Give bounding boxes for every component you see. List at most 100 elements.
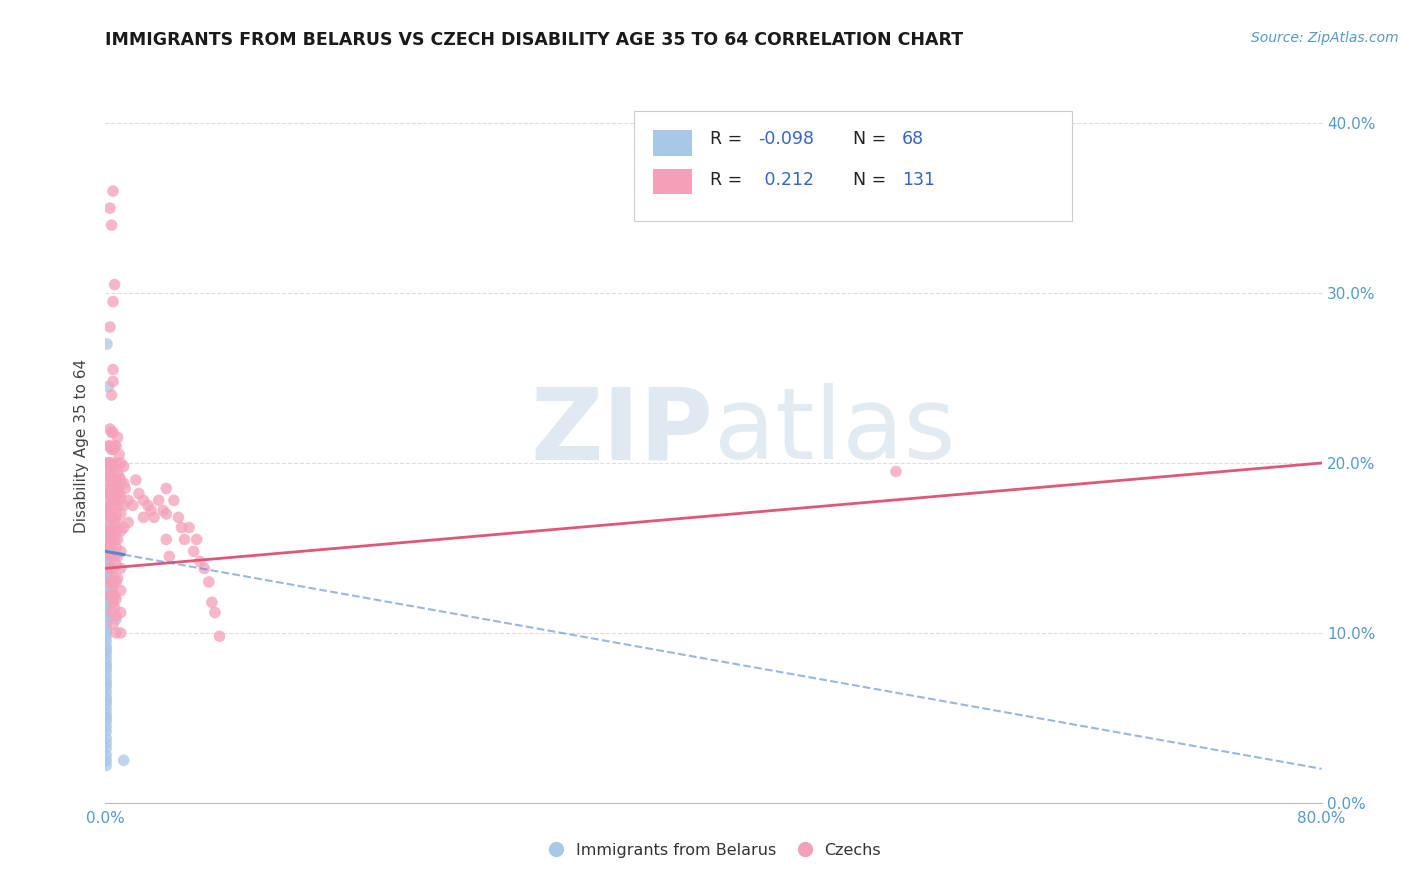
Point (96, 657, 118, 671)
Point (96, 516, 118, 530)
Point (103, 516, 125, 530)
Point (103, 589, 125, 603)
Point (105, 524, 128, 538)
Point (125, 473, 148, 487)
Point (100, 442, 122, 457)
Point (101, 595, 124, 609)
Point (97, 469, 120, 483)
Point (96, 680, 118, 694)
Point (97, 507, 120, 521)
Point (98, 201, 121, 215)
Point (101, 425, 124, 440)
Point (103, 533, 125, 547)
Point (96, 608, 118, 623)
Point (110, 456, 132, 470)
Point (100, 483, 122, 498)
Point (101, 493, 124, 508)
Point (101, 184, 124, 198)
Point (96, 623, 118, 637)
Point (96, 719, 118, 733)
Point (97, 537, 120, 551)
Text: ZIP: ZIP (530, 384, 713, 480)
Point (114, 482, 136, 496)
Point (98, 589, 121, 603)
Point (97, 566, 120, 581)
Point (96, 643, 118, 657)
Text: R =: R = (710, 130, 748, 148)
Point (96, 612, 118, 626)
Point (96, 595, 118, 609)
Point (108, 469, 131, 483)
Point (139, 503, 162, 517)
Point (155, 507, 177, 521)
Point (105, 439, 128, 453)
Point (97, 456, 120, 470)
Point (101, 617, 124, 632)
Point (96, 673, 118, 688)
Point (96, 694, 118, 708)
Point (100, 574, 122, 589)
Point (96, 702, 118, 716)
Point (96, 572, 118, 586)
Point (100, 549, 122, 564)
Point (98, 456, 121, 470)
Point (97, 439, 120, 453)
Point (97, 558, 120, 572)
Point (101, 442, 124, 457)
Point (198, 574, 221, 589)
Point (177, 520, 200, 534)
Point (128, 486, 150, 500)
Point (96, 753, 118, 767)
Point (107, 549, 129, 564)
Y-axis label: Disability Age 35 to 64: Disability Age 35 to 64 (75, 359, 90, 533)
Point (96, 646, 118, 660)
Point (100, 456, 122, 470)
Point (101, 294, 124, 309)
Point (103, 549, 125, 564)
Point (101, 544, 124, 558)
Point (100, 589, 122, 603)
Point (96, 651, 118, 665)
Point (103, 439, 125, 453)
Point (152, 503, 174, 517)
Point (204, 606, 226, 620)
Point (103, 600, 125, 615)
Point (101, 510, 124, 524)
Point (98, 486, 121, 500)
Point (105, 456, 128, 470)
Point (96, 698, 118, 712)
Text: -0.098: -0.098 (759, 130, 814, 148)
Point (96, 741, 118, 756)
Point (101, 561, 124, 575)
Point (884, 465, 907, 479)
Point (97, 465, 120, 479)
Text: N =: N = (853, 130, 893, 148)
Point (98, 499, 121, 513)
Point (97, 503, 120, 517)
Point (97, 493, 120, 508)
Point (96, 748, 118, 763)
Point (117, 493, 139, 508)
Point (98, 549, 121, 564)
Point (110, 473, 132, 487)
Point (96, 600, 118, 615)
Point (97, 379, 120, 393)
Text: 0.212: 0.212 (759, 171, 814, 189)
Point (98, 320, 121, 334)
Text: Source: ZipAtlas.com: Source: ZipAtlas.com (1251, 31, 1399, 45)
Point (100, 537, 122, 551)
Point (97, 520, 120, 534)
Point (188, 555, 211, 569)
Point (107, 572, 129, 586)
Point (96, 731, 118, 746)
Point (155, 482, 177, 496)
Point (98, 537, 121, 551)
Point (96, 537, 118, 551)
Point (170, 520, 193, 534)
FancyBboxPatch shape (652, 169, 692, 194)
Point (112, 499, 135, 513)
Point (108, 486, 131, 500)
Point (98, 574, 121, 589)
Point (96, 456, 118, 470)
Point (101, 578, 124, 592)
